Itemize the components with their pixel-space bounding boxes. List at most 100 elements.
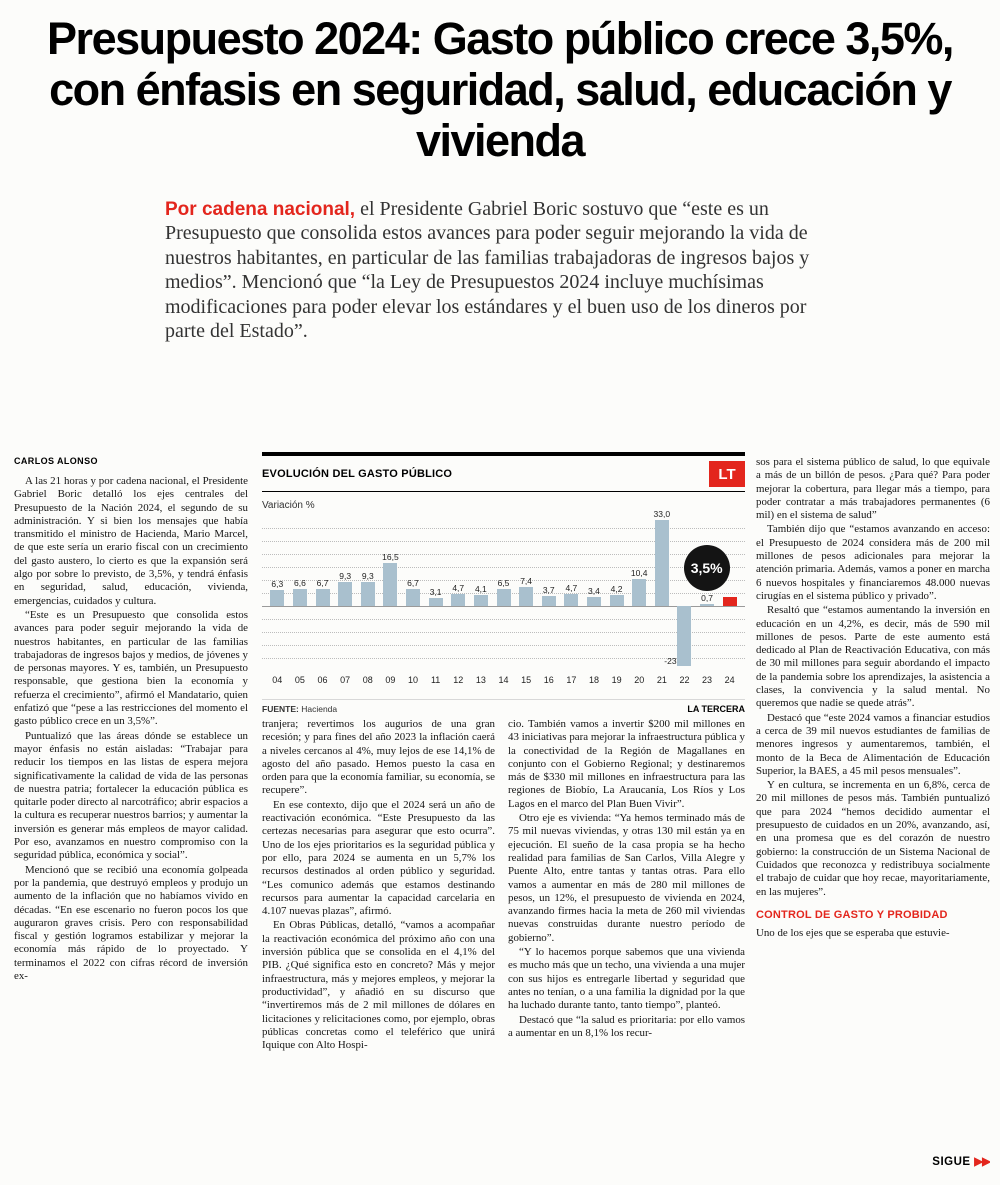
chart-unit-label: Variación % — [262, 500, 315, 511]
body-paragraph: También dijo que “estamos avanzando en a… — [756, 523, 990, 602]
bar-value-label: 6,6 — [294, 577, 306, 588]
gridline — [262, 580, 745, 581]
chart-header: EVOLUCIÓN DEL GASTO PÚBLICO LT — [262, 456, 745, 492]
body-column-1: CARLOS ALONSO A las 21 horas y por caden… — [14, 456, 248, 1170]
body-paragraph: Resaltó que “estamos aumentando la inver… — [756, 604, 990, 710]
gridline — [262, 554, 745, 555]
continues-marker: SIGUE ▶▶ — [932, 1156, 990, 1168]
lede-text: el Presidente Gabriel Boric sostuvo que … — [165, 198, 810, 342]
bar-value-label: -23 — [664, 655, 677, 666]
bar-value-label: 6,7 — [316, 577, 329, 588]
bar-value-label: 3,4 — [588, 586, 600, 597]
bar-14 — [496, 589, 511, 606]
bar-value-label: 33,0 — [653, 509, 671, 520]
body-paragraph: A las 21 horas y por cadena nacional, el… — [14, 475, 248, 607]
bar-15 — [519, 586, 534, 606]
bar-23 — [700, 604, 715, 606]
zero-axis — [262, 606, 745, 607]
kicker: Por cadena nacional, — [165, 199, 356, 220]
bar-16 — [541, 596, 556, 606]
x-axis-label: 14 — [498, 675, 509, 685]
x-axis-label: 17 — [566, 675, 577, 685]
bar-value-label: 0,7 — [701, 593, 713, 604]
bar-value-label: 4,2 — [610, 584, 623, 595]
x-axis-label: 10 — [408, 675, 419, 685]
body-paragraph: En ese contexto, dijo que el 2024 será u… — [262, 798, 495, 918]
bar-22 — [677, 606, 692, 666]
x-axis-label: 11 — [430, 675, 441, 685]
byline: CARLOS ALONSO — [14, 456, 98, 466]
body-paragraph: Destacó que “este 2024 vamos a financiar… — [756, 711, 990, 777]
bar-10 — [406, 588, 421, 606]
gridline — [262, 619, 745, 620]
x-axis-label: 24 — [724, 675, 735, 685]
bar-20 — [632, 578, 647, 606]
gridline — [262, 567, 745, 568]
body-column-3: cio. También vamos a invertir $200 mil m… — [508, 718, 745, 1170]
bar-07 — [338, 581, 353, 606]
lede: Por cadena nacional, el Presidente Gabri… — [165, 197, 841, 343]
chart-badge-label: 3,5% — [690, 559, 723, 576]
x-axis-label: 04 — [272, 675, 283, 685]
body-paragraph: cio. También vamos a invertir $200 mil m… — [508, 718, 745, 810]
x-axis-label: 09 — [385, 675, 396, 685]
body-paragraph: Y en cultura, se incrementa en un 6,8%, … — [756, 779, 990, 898]
body-column-4: sos para el sistema público de salud, lo… — [756, 456, 990, 1170]
x-axis-label: 08 — [362, 675, 373, 685]
x-axis-label: 23 — [702, 675, 713, 685]
x-axis-label: 13 — [475, 675, 486, 685]
bar-19 — [609, 595, 624, 606]
bar-value-label: 6,3 — [271, 578, 284, 589]
bar-06 — [315, 588, 330, 606]
body-paragraph: Mencionó que se recibió una economía gol… — [14, 863, 248, 982]
bar-11 — [428, 597, 443, 606]
x-axis-label: 05 — [294, 675, 305, 685]
body-paragraph: Destacó que “la salud es prioritaria: po… — [508, 1013, 745, 1039]
x-axis-label: 15 — [521, 675, 532, 685]
gridline — [262, 541, 745, 542]
bar-value-label: 6,7 — [407, 577, 419, 588]
x-axis-label: 18 — [588, 675, 599, 685]
body-paragraph: “Este es un Presupuesto que consolida es… — [14, 608, 248, 728]
bar-08 — [360, 581, 375, 606]
body-paragraph: “Y lo hacemos porque sabemos que una viv… — [508, 946, 745, 1012]
bar-21 — [654, 520, 669, 606]
bar-09 — [383, 563, 398, 606]
chart-source: FUENTE: Hacienda — [262, 704, 338, 714]
gridline — [262, 632, 745, 633]
gridline — [262, 528, 745, 529]
x-axis-label: 12 — [453, 675, 464, 685]
bar-05 — [292, 588, 307, 606]
section-subhead: CONTROL DE GASTO Y PROBIDAD — [756, 908, 948, 921]
bar-value-label: 16,5 — [382, 552, 399, 563]
x-axis-label: 21 — [656, 675, 667, 685]
body-column-2: tranjera; revertimos los augurios de una… — [262, 718, 495, 1170]
x-axis-label: 19 — [611, 675, 622, 685]
chart-badge: 3,5% — [683, 544, 730, 591]
bar-value-label: 4,7 — [565, 582, 578, 593]
x-axis-label: 20 — [634, 675, 645, 685]
x-axis-label: 06 — [317, 675, 328, 685]
continues-arrows-icon: ▶▶ — [974, 1156, 990, 1168]
chart-evolucion-gasto-publico: EVOLUCIÓN DEL GASTO PÚBLICO LT Variación… — [262, 452, 745, 714]
bar-value-label: 4,7 — [452, 582, 465, 593]
body-paragraph: sos para el sistema público de salud, lo… — [756, 456, 990, 522]
bar-24 — [722, 596, 737, 606]
bar-17 — [564, 593, 579, 606]
bar-18 — [586, 597, 601, 606]
body-paragraph: Uno de los ejes que se esperaba que estu… — [756, 926, 950, 939]
x-axis-label: 07 — [340, 675, 351, 685]
body-paragraph: Puntualizó que las áreas dónde se establ… — [14, 729, 248, 862]
bar-value-label: 3,7 — [542, 585, 555, 596]
bar-value-label: 10,4 — [630, 567, 648, 578]
chart-footer: FUENTE: Hacienda LA TERCERA — [262, 699, 745, 714]
lt-logo: LT — [709, 461, 745, 487]
chart-title: EVOLUCIÓN DEL GASTO PÚBLICO — [262, 468, 453, 480]
bar-value-label: 6,5 — [497, 578, 510, 589]
headline: Presupuesto 2024: Gasto público crece 3,… — [47, 13, 954, 166]
bar-value-label: 9,3 — [361, 570, 374, 581]
bar-12 — [451, 593, 466, 606]
bar-13 — [473, 595, 488, 606]
x-axis-label: 16 — [543, 675, 554, 685]
